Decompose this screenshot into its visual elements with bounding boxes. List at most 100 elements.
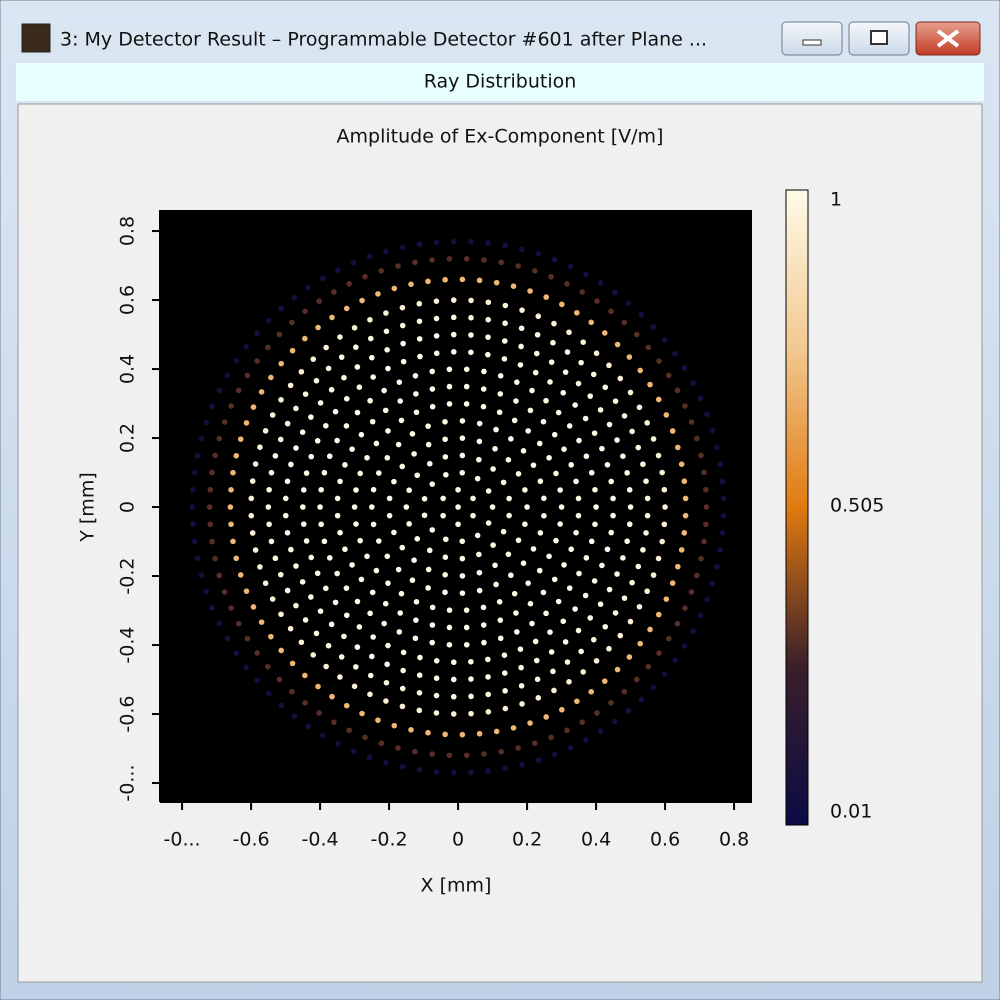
ray-dot bbox=[413, 409, 420, 416]
ray-dot bbox=[717, 461, 724, 468]
ray-dot bbox=[343, 585, 350, 591]
ray-dot bbox=[661, 671, 668, 677]
ray-dot bbox=[450, 659, 457, 666]
ray-dot bbox=[626, 487, 633, 493]
ray-dot bbox=[698, 555, 704, 562]
ray-dot bbox=[468, 314, 474, 321]
ray-dot bbox=[597, 601, 604, 608]
ray-dot bbox=[343, 423, 350, 429]
ray-dot bbox=[527, 720, 533, 726]
ray-dot bbox=[567, 263, 574, 270]
ray-dot bbox=[567, 744, 574, 751]
ray-dot bbox=[370, 374, 376, 380]
ray-dot bbox=[575, 512, 582, 519]
ray-dot bbox=[429, 604, 436, 611]
ray-dot bbox=[317, 400, 324, 406]
ray-dot bbox=[566, 679, 572, 685]
ray-dot bbox=[396, 379, 403, 385]
ray-dot bbox=[446, 383, 453, 390]
ray-dot bbox=[383, 248, 389, 255]
ray-dot bbox=[446, 401, 453, 407]
ray-dot bbox=[349, 446, 355, 452]
ray-dot bbox=[442, 572, 448, 578]
ray-dot bbox=[395, 566, 402, 573]
ray-dot bbox=[614, 666, 621, 673]
minimize-button[interactable] bbox=[781, 21, 843, 56]
ray-dot bbox=[425, 566, 432, 573]
ray-dot bbox=[597, 728, 604, 734]
ray-dot bbox=[400, 340, 406, 347]
ray-dot bbox=[681, 530, 688, 536]
ray-dot bbox=[543, 294, 549, 300]
ray-dot bbox=[508, 436, 514, 442]
ray-dot bbox=[582, 415, 589, 422]
ray-dot bbox=[481, 368, 487, 375]
close-icon bbox=[936, 29, 960, 48]
ray-dot bbox=[485, 240, 491, 246]
x-tick-label: 0.8 bbox=[719, 829, 749, 851]
ray-dot bbox=[378, 268, 385, 274]
ray-dot bbox=[287, 382, 294, 389]
ray-dot bbox=[650, 684, 657, 690]
ray-dot bbox=[535, 313, 542, 320]
ray-dot bbox=[601, 678, 608, 684]
ray-dot bbox=[490, 466, 496, 472]
ray-dot bbox=[633, 676, 640, 683]
ray-dot bbox=[298, 368, 305, 375]
ray-dot bbox=[228, 521, 234, 528]
ray-dot bbox=[325, 642, 332, 649]
ray-dot bbox=[413, 391, 419, 397]
ray-dot bbox=[364, 454, 370, 461]
ray-dot bbox=[442, 731, 448, 738]
ray-dot bbox=[608, 529, 614, 536]
ray-dot bbox=[485, 768, 491, 774]
ray-dot bbox=[493, 581, 499, 588]
ray-dot bbox=[476, 730, 483, 737]
ray-dot bbox=[446, 255, 453, 262]
ray-dot bbox=[272, 453, 279, 459]
ray-dot bbox=[720, 512, 727, 519]
ray-dot bbox=[203, 419, 210, 426]
ray-dot bbox=[252, 461, 259, 467]
ray-dot bbox=[459, 538, 466, 545]
ray-dot bbox=[508, 572, 514, 579]
ray-dot bbox=[233, 452, 240, 459]
ray-dot bbox=[591, 578, 598, 584]
ray-dot bbox=[300, 504, 306, 510]
ray-dot bbox=[675, 563, 681, 570]
ray-dot bbox=[568, 546, 575, 553]
ray-dot bbox=[497, 617, 504, 623]
ray-dot bbox=[592, 486, 598, 493]
ray-dot bbox=[367, 610, 373, 617]
ray-dot bbox=[455, 504, 461, 510]
ray-dot bbox=[659, 469, 665, 476]
ray-dot bbox=[492, 445, 498, 452]
ray-dot bbox=[249, 478, 256, 484]
ray-dot bbox=[463, 255, 470, 262]
ray-dot bbox=[576, 437, 582, 444]
ray-dot bbox=[459, 276, 466, 283]
ray-dot bbox=[302, 617, 309, 623]
ray-dot bbox=[346, 727, 352, 734]
ray-dot bbox=[385, 365, 391, 372]
y-tick-label: -0.2 bbox=[117, 557, 139, 594]
ray-dot bbox=[697, 395, 704, 402]
ray-dot bbox=[331, 289, 337, 295]
ray-dot bbox=[579, 289, 586, 295]
ray-dot bbox=[302, 699, 308, 706]
ray-dot bbox=[293, 445, 299, 451]
ray-dot bbox=[629, 428, 635, 435]
ray-dot bbox=[369, 354, 375, 361]
ray-dot bbox=[498, 748, 505, 755]
x-tick-label: 0.4 bbox=[581, 829, 611, 851]
ray-dot bbox=[548, 649, 555, 655]
ray-dot bbox=[662, 504, 668, 510]
ray-dot bbox=[719, 478, 726, 485]
ray-dot bbox=[426, 460, 433, 467]
ray-dot bbox=[624, 538, 630, 545]
ray-dot bbox=[353, 344, 359, 351]
ray-dot bbox=[341, 633, 347, 640]
ray-dot bbox=[399, 463, 406, 470]
ray-dot bbox=[391, 285, 398, 292]
ray-dot bbox=[300, 487, 307, 493]
